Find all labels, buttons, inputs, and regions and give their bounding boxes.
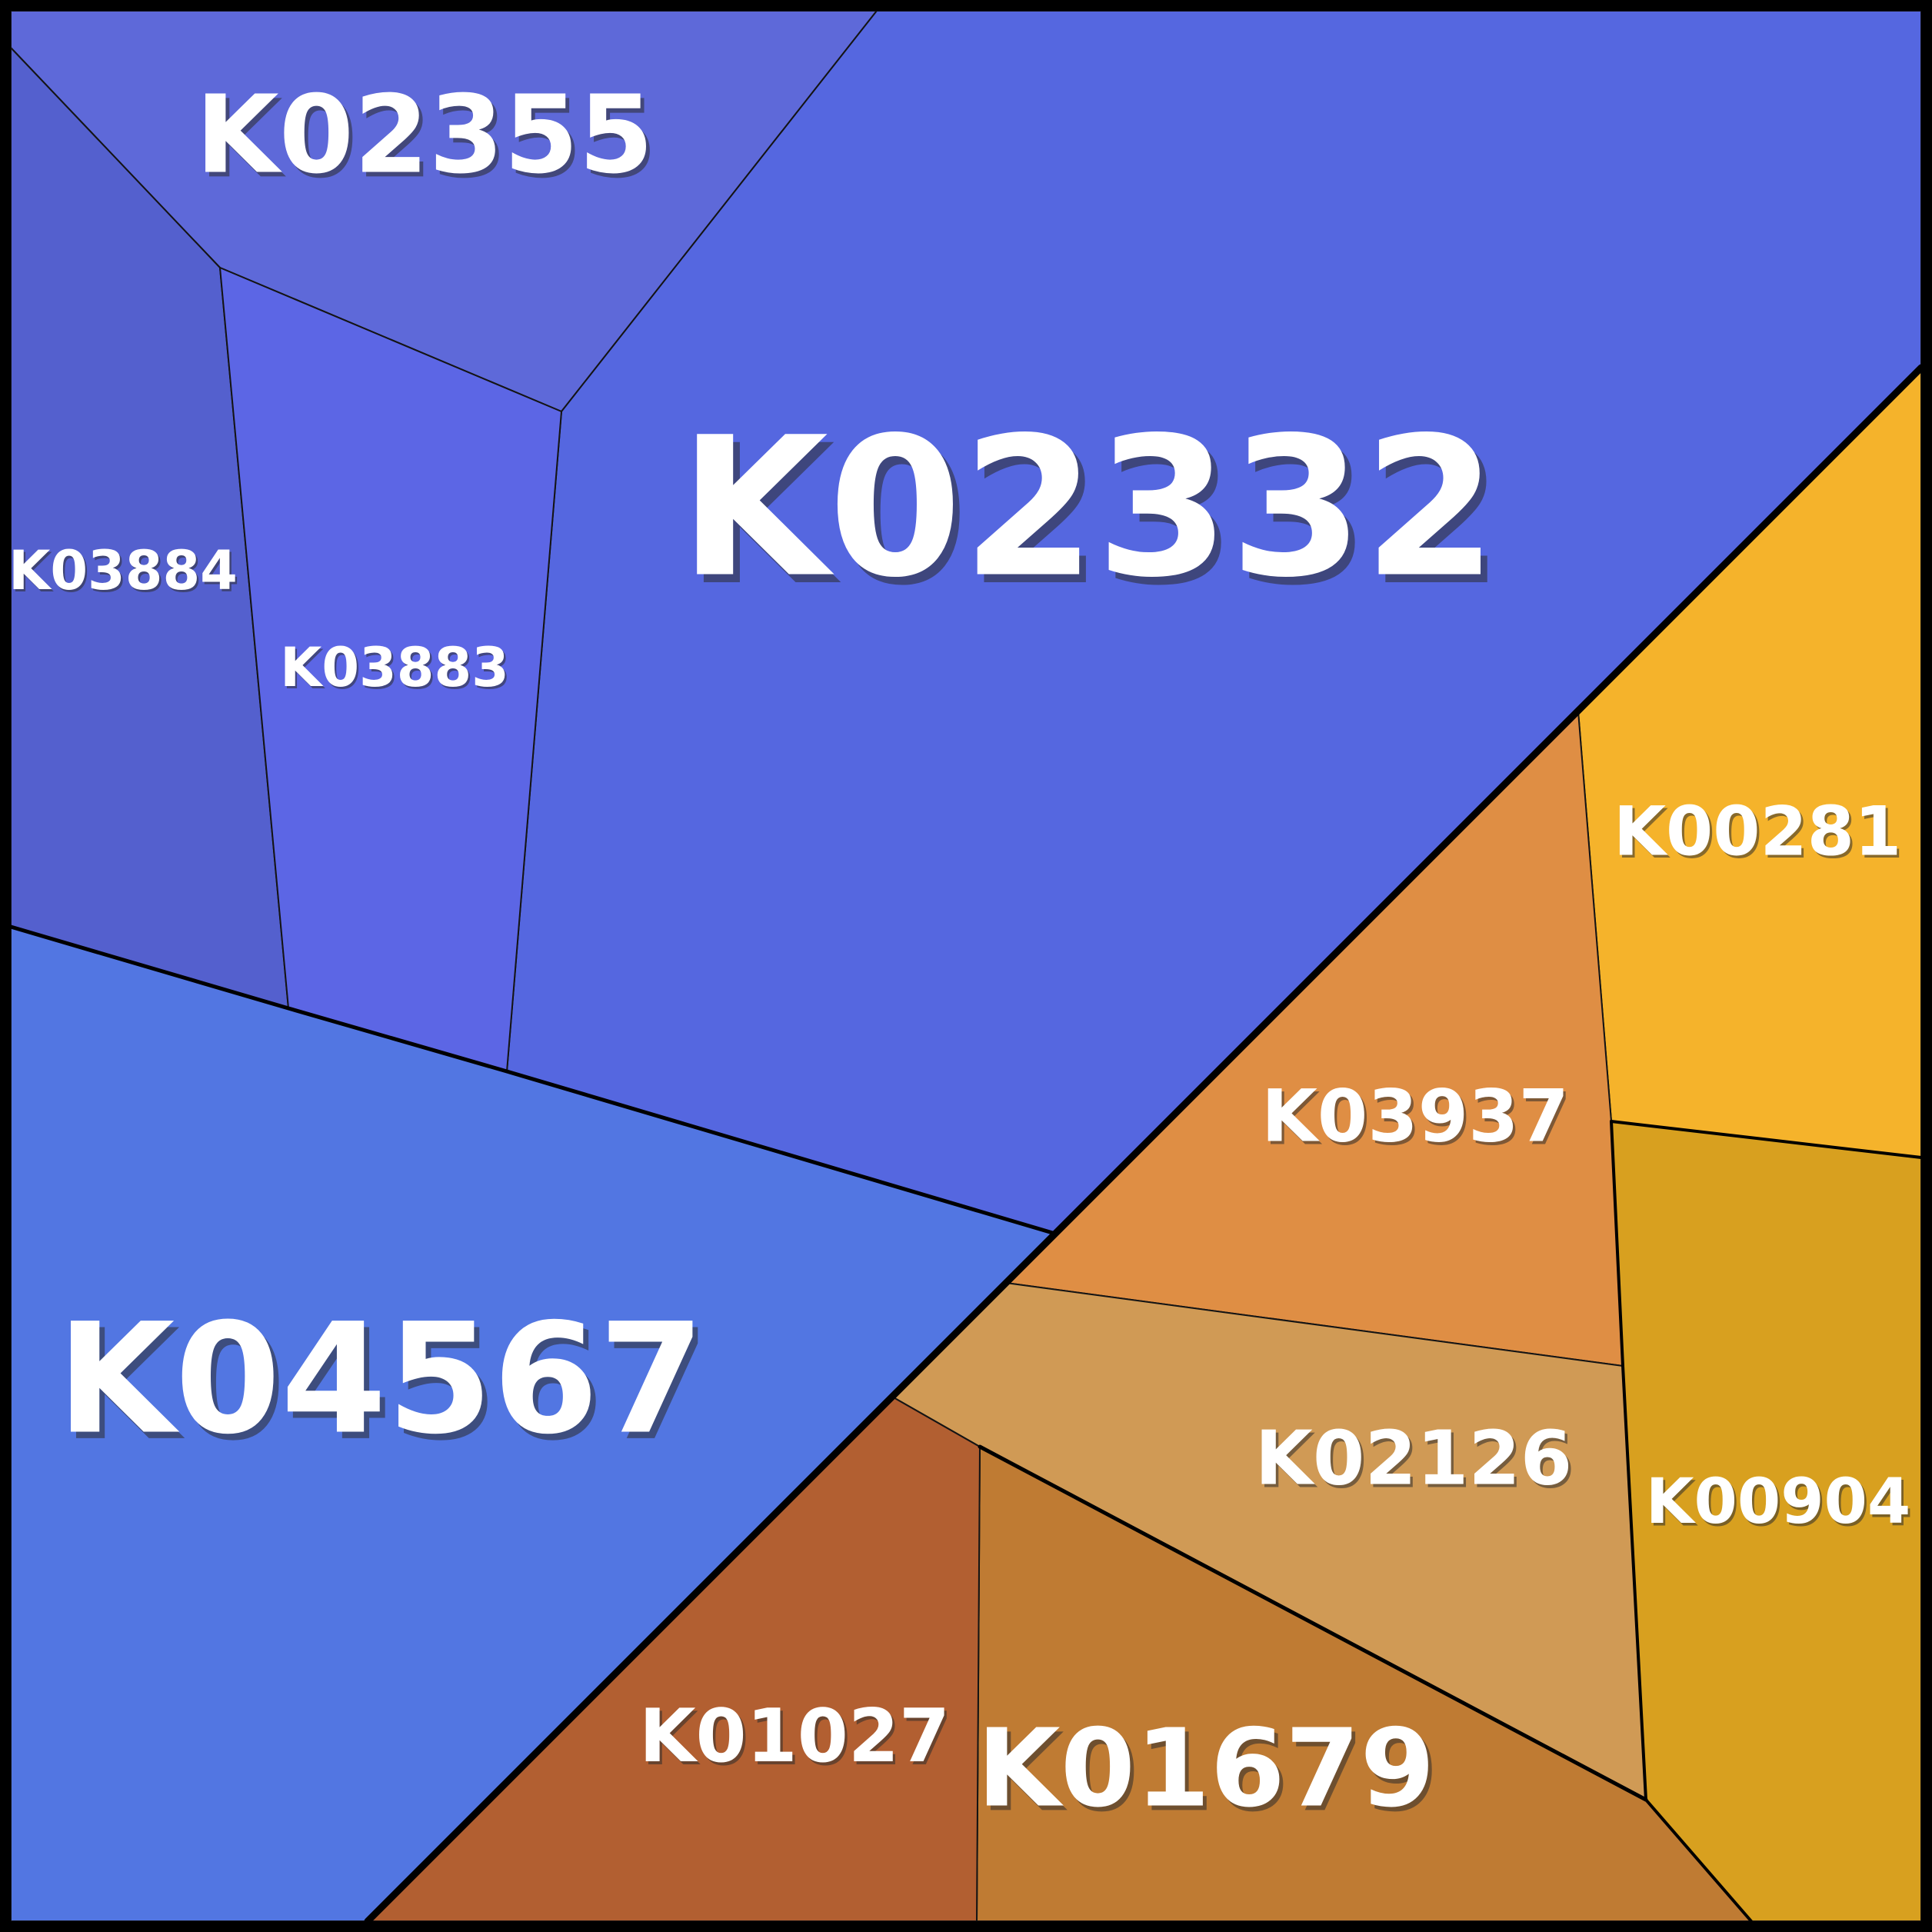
cell-label-k00904: K00904 [1646, 1466, 1911, 1538]
cell-label-shadow-k03883: K03883 [282, 638, 511, 701]
cell-label-k04567: K04567 [57, 1291, 705, 1468]
separator-k04567-north-border [8, 924, 1058, 1236]
separator-k01679-k00904-border [1644, 1798, 1753, 1923]
labels-layer: K02355K02355K02332K02332K03884K03884K038… [8, 73, 1913, 1837]
cell-label-k03884: K03884 [8, 539, 238, 602]
cell-label-shadow-k01679: K01679 [981, 1710, 1439, 1836]
separator-k00281-south-border [1610, 1120, 1923, 1159]
cell-label-shadow-k03937: K03937 [1264, 1078, 1571, 1161]
separator-k00904-west-border [1610, 1120, 1647, 1801]
cell-label-k02355: K02355 [195, 73, 654, 198]
cell-label-k01679: K01679 [977, 1707, 1435, 1832]
cells-layer [10, 10, 1922, 1922]
cell-label-k03883: K03883 [280, 636, 509, 699]
cell-label-shadow-k02126: K02126 [1257, 1418, 1575, 1505]
cell-label-shadow-k00904: K00904 [1648, 1468, 1914, 1541]
cell-label-k01027: K01027 [639, 1694, 950, 1779]
cell-label-shadow-k02355: K02355 [199, 77, 658, 202]
cell-label-shadow-k03884: K03884 [11, 541, 240, 605]
cell-label-shadow-k01027: K01027 [641, 1697, 952, 1782]
separator-blue-orange-diagonal [364, 364, 1925, 1925]
cell-label-k00281: K00281 [1614, 792, 1901, 871]
cell-label-k02126: K02126 [1255, 1415, 1573, 1502]
cell-label-k03937: K03937 [1261, 1075, 1569, 1159]
cell-label-k02332: K02332 [679, 396, 1497, 620]
separators-layer [8, 364, 1925, 1925]
cell-label-shadow-k02332: K02332 [686, 404, 1504, 628]
cell-label-shadow-k00281: K00281 [1616, 794, 1904, 874]
separator-k02126-k01679-border [978, 1444, 1648, 1802]
cell-label-shadow-k04567: K04567 [62, 1297, 710, 1474]
